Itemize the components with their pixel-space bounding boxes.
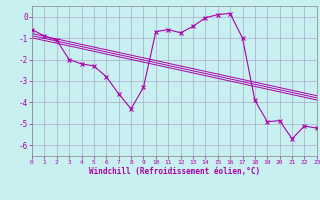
X-axis label: Windchill (Refroidissement éolien,°C): Windchill (Refroidissement éolien,°C) xyxy=(89,167,260,176)
